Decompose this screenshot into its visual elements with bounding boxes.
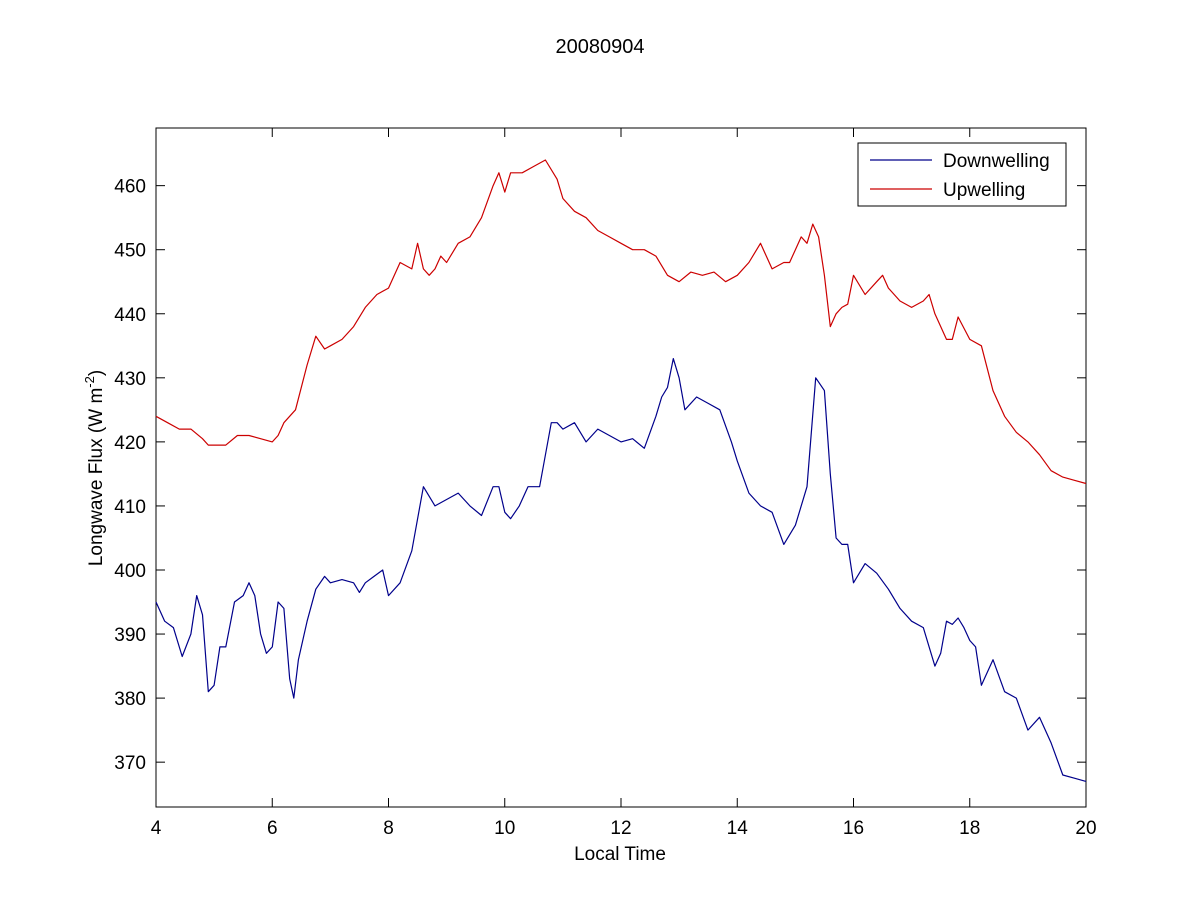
x-tick-label: 8 — [383, 818, 394, 839]
y-axis-label-close: ) — [86, 370, 107, 376]
x-tick-label: 14 — [727, 818, 749, 839]
y-tick-label: 420 — [114, 433, 146, 454]
y-tick-label: 380 — [114, 689, 146, 710]
x-tick-label: 18 — [959, 818, 980, 839]
y-tick-label: 460 — [114, 177, 146, 198]
x-tick-label: 16 — [843, 818, 864, 839]
chart-title: 20080904 — [556, 36, 645, 58]
x-axis: 4 6 8 10 12 14 16 18 20 — [151, 128, 1097, 839]
y-tick-label: 410 — [114, 497, 146, 518]
y-tick-label: 430 — [114, 369, 146, 390]
series-layer — [155, 159, 1087, 782]
y-axis-label: Longwave Flux (W m-2) — [82, 370, 107, 566]
x-tick-label: 10 — [494, 818, 515, 839]
y-tick-label: 370 — [114, 753, 146, 774]
y-axis-label-superscript: -2 — [82, 376, 97, 388]
y-tick-label: 450 — [114, 241, 146, 262]
y-tick-label: 390 — [114, 625, 146, 646]
y-axis-label-main: Longwave Flux (W m — [86, 388, 107, 566]
y-axis: 370 380 390 400 410 420 430 440 450 460 — [114, 177, 1086, 774]
y-tick-label: 400 — [114, 561, 146, 582]
legend: Downwelling Upwelling — [857, 142, 1067, 207]
series-line-downwelling — [155, 358, 1087, 782]
x-tick-label: 4 — [151, 818, 162, 839]
x-tick-label: 20 — [1075, 818, 1096, 839]
legend-label-upwelling: Upwelling — [943, 180, 1025, 201]
plot-area — [155, 127, 1087, 808]
x-axis-label: Local Time — [574, 844, 666, 865]
y-tick-label: 440 — [114, 305, 146, 326]
legend-label-downwelling: Downwelling — [943, 151, 1050, 172]
series-line-upwelling — [155, 159, 1087, 485]
x-tick-label: 12 — [610, 818, 631, 839]
x-tick-label: 6 — [267, 818, 278, 839]
legend-box — [857, 142, 1067, 207]
